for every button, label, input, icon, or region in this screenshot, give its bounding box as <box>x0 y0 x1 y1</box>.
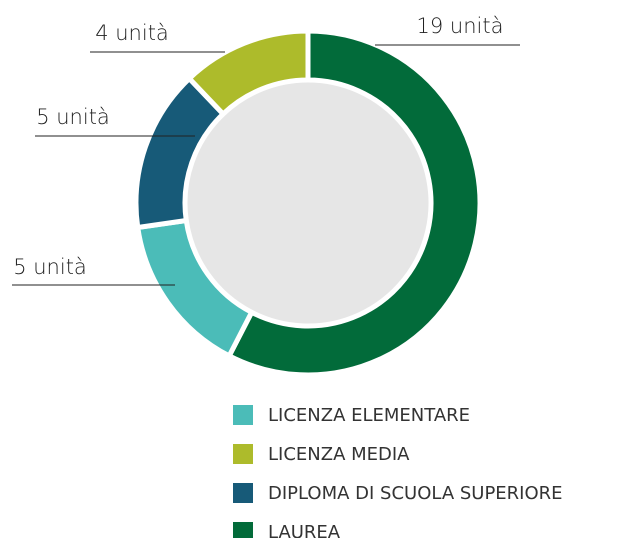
legend-swatch <box>233 405 253 425</box>
donut-slice <box>225 28 483 378</box>
value-label: 5 unità <box>13 255 87 279</box>
value-label: 19 unità <box>417 14 504 38</box>
legend-label: LICENZA MEDIA <box>268 444 410 465</box>
legend-label: DIPLOMA DI SCUOLA SUPERIORE <box>268 483 563 504</box>
value-label: 4 unità <box>95 21 169 45</box>
legend-swatch <box>233 522 253 538</box>
legend-label: LAUREA <box>268 522 341 538</box>
legend-swatch <box>233 444 253 464</box>
donut-slice <box>185 28 311 118</box>
legend-label: LICENZA ELEMENTARE <box>268 405 470 426</box>
donut-hole <box>185 80 431 326</box>
value-label: 5 unità <box>36 105 110 129</box>
legend-swatch <box>233 483 253 503</box>
